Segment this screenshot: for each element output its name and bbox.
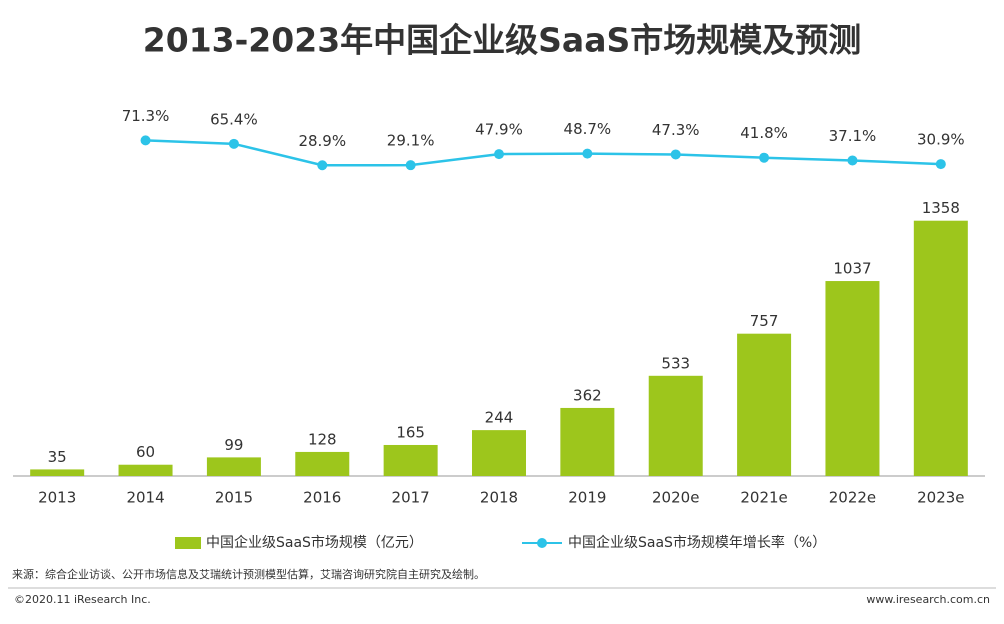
line-marker bbox=[582, 148, 593, 159]
x-tick-label: 2020e bbox=[652, 489, 699, 507]
line-marker bbox=[317, 160, 328, 171]
x-tick-label: 2014 bbox=[126, 489, 164, 507]
line-value-label: 47.9% bbox=[475, 121, 523, 139]
line-value-label: 47.3% bbox=[652, 121, 700, 139]
bar bbox=[118, 464, 173, 476]
bar bbox=[737, 333, 792, 476]
legend-label: 中国企业级SaaS市场规模（亿元） bbox=[206, 534, 423, 551]
source-note: 来源：综合企业访谈、公开市场信息及艾瑞统计预测模型估算，艾瑞咨询研究院自主研究及… bbox=[12, 567, 485, 581]
bar-value-label: 128 bbox=[308, 430, 337, 448]
bar bbox=[206, 457, 261, 476]
chart-title: 2013-2023年中国企业级SaaS市场规模及预测 bbox=[143, 21, 861, 60]
x-tick-label: 2015 bbox=[215, 489, 253, 507]
growth-line bbox=[145, 139, 941, 167]
bar bbox=[825, 281, 880, 476]
line-value-label: 41.8% bbox=[740, 124, 788, 142]
x-tick-label: 2023e bbox=[917, 489, 964, 507]
legend-swatch-bar bbox=[175, 537, 201, 549]
line-value-label: 65.4% bbox=[210, 110, 258, 128]
line-marker bbox=[847, 155, 858, 166]
bar bbox=[472, 430, 526, 476]
line-value-label: 28.9% bbox=[298, 132, 346, 150]
bar-value-label: 60 bbox=[136, 443, 155, 461]
bar bbox=[648, 375, 703, 476]
x-tick-label: 2022e bbox=[829, 489, 876, 507]
line-value-label: 71.3% bbox=[122, 107, 170, 125]
bar bbox=[560, 407, 615, 476]
bar-value-label: 35 bbox=[48, 448, 67, 466]
line-marker bbox=[405, 160, 416, 171]
bar-value-label: 244 bbox=[485, 409, 514, 427]
copyright: ©2020.11 iResearch Inc. bbox=[14, 593, 151, 606]
bar bbox=[30, 469, 85, 476]
bar-value-label: 1358 bbox=[922, 199, 960, 217]
line-marker bbox=[759, 152, 770, 163]
x-tick-label: 2021e bbox=[740, 489, 787, 507]
line-marker bbox=[494, 149, 504, 160]
website: www.iresearch.com.cn bbox=[866, 593, 990, 606]
line-value-label: 30.9% bbox=[917, 131, 965, 149]
x-tick-label: 2016 bbox=[303, 489, 341, 507]
line-marker bbox=[140, 135, 151, 146]
bar bbox=[295, 451, 350, 476]
x-tick-label: 2019 bbox=[568, 489, 606, 507]
bar-value-label: 99 bbox=[224, 436, 243, 454]
legend-swatch-marker bbox=[537, 538, 547, 548]
line-marker bbox=[935, 159, 946, 170]
legend-label: 中国企业级SaaS市场规模年增长率（%） bbox=[568, 534, 826, 551]
x-tick-label: 2013 bbox=[38, 489, 76, 507]
bar-value-label: 757 bbox=[750, 312, 779, 330]
x-tick-label: 2017 bbox=[392, 489, 430, 507]
line-marker bbox=[670, 149, 681, 160]
bar bbox=[383, 444, 438, 476]
bar-value-label: 165 bbox=[396, 423, 425, 441]
line-marker bbox=[228, 138, 239, 149]
bar bbox=[913, 220, 968, 476]
bar-value-label: 362 bbox=[573, 386, 602, 404]
x-tick-label: 2018 bbox=[480, 489, 518, 507]
bar-value-label: 1037 bbox=[833, 260, 871, 278]
bar-value-label: 533 bbox=[661, 354, 690, 372]
line-value-label: 37.1% bbox=[829, 127, 877, 145]
line-value-label: 48.7% bbox=[564, 120, 612, 138]
line-value-label: 29.1% bbox=[387, 132, 435, 150]
